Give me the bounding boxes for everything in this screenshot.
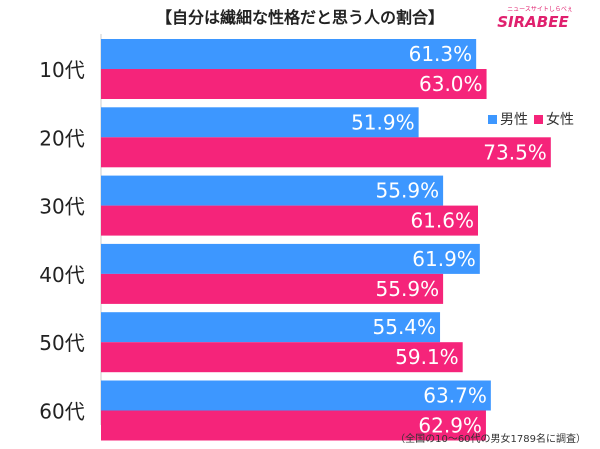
data-label-male: 55.9% — [376, 179, 440, 203]
data-label-female: 61.6% — [410, 209, 474, 233]
legend-item-male: 男性 — [488, 109, 528, 129]
chart-title: 【自分は繊細な性格だと思う人の割合】 — [155, 8, 444, 27]
bar-female — [101, 410, 486, 441]
bar-female — [101, 69, 487, 99]
legend-swatch-male — [488, 114, 497, 124]
bar-male — [101, 107, 419, 138]
bar-female — [101, 342, 463, 373]
data-label-female: 55.9% — [376, 277, 440, 301]
bar-male — [101, 312, 441, 343]
category-label: 30代 — [39, 195, 84, 219]
sirabee-logo: ニュースサイトしらべぇ SIRABEE — [484, 3, 576, 31]
data-label-female: 59.1% — [395, 345, 459, 369]
bar-female — [101, 205, 478, 236]
bar-male — [101, 39, 477, 69]
category-label: 40代 — [39, 263, 84, 287]
category-label: 20代 — [39, 126, 84, 150]
legend-swatch-female — [534, 114, 543, 124]
data-label-female: 73.5% — [483, 140, 547, 164]
survey-footnote: （全国の10〜60代の男女1789名に調査） — [395, 434, 586, 445]
legend-label-male: 男性 — [500, 112, 528, 128]
bar-male — [101, 243, 480, 274]
bar-female — [101, 137, 551, 168]
category-label: 10代 — [39, 58, 84, 82]
data-label-male: 61.3% — [409, 42, 473, 66]
legend-item-female: 女性 — [534, 109, 574, 129]
legend-label-female: 女性 — [546, 112, 574, 128]
data-label-male: 63.7% — [423, 384, 487, 408]
data-label-male: 55.4% — [373, 315, 437, 339]
data-label-male: 61.9% — [412, 247, 476, 271]
bar-female — [101, 273, 444, 304]
data-label-male: 51.9% — [351, 110, 415, 134]
data-label-female: 62.9% — [418, 414, 482, 438]
bar-male — [101, 380, 491, 411]
logo-small-text: ニュースサイトしらべぇ — [507, 6, 573, 13]
logo-brand: SIRABEE — [497, 13, 569, 31]
data-label-female: 63.0% — [419, 72, 483, 96]
category-label: 60代 — [39, 400, 84, 424]
bar-male — [101, 175, 444, 206]
legend: 男性 女性 — [486, 109, 582, 129]
category-label: 50代 — [39, 331, 84, 355]
